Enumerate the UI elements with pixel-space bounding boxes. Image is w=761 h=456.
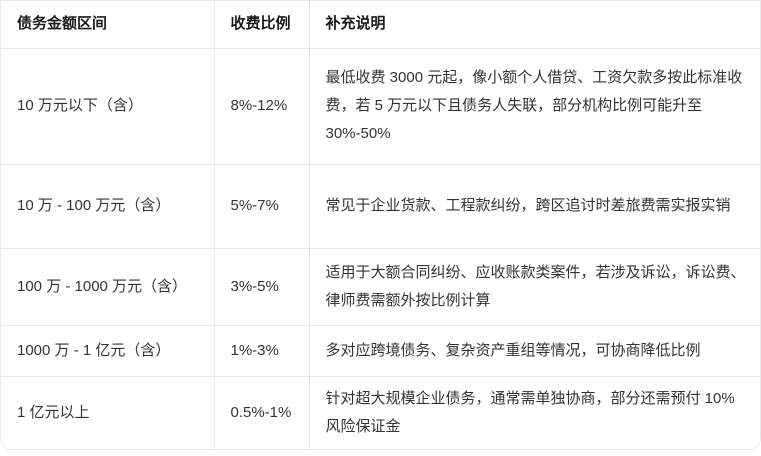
notes-cell: 多对应跨境债务、复杂资产重组等情况，可协商降低比例 [309, 325, 760, 377]
fee-rate-cell: 5%-7% [214, 164, 310, 249]
notes-cell: 针对超大规模企业债务，通常需单独协商，部分还需预付 10% 风险保证金 [309, 376, 760, 449]
debt-range-cell: 10 万 - 100 万元（含） [1, 164, 215, 249]
column-header-debt-range: 债务金额区间 [1, 1, 215, 49]
table-row: 10 万 - 100 万元（含） 5%-7% 常见于企业货款、工程款纠纷，跨区追… [1, 164, 760, 249]
fee-rate-cell: 0.5%-1% [214, 376, 310, 449]
fee-rate-cell: 8%-12% [214, 48, 310, 165]
table-row: 1 亿元以上 0.5%-1% 针对超大规模企业债务，通常需单独协商，部分还需预付… [1, 376, 760, 449]
fee-rate-cell: 1%-3% [214, 325, 310, 377]
notes-cell: 最低收费 3000 元起，像小额个人借贷、工资欠款多按此标准收费，若 5 万元以… [309, 48, 760, 165]
table-row: 100 万 - 1000 万元（含） 3%-5% 适用于大额合同纠纷、应收账款类… [1, 248, 760, 326]
notes-cell: 常见于企业货款、工程款纠纷，跨区追讨时差旅费需实报实销 [309, 164, 760, 249]
table-row: 10 万元以下（含） 8%-12% 最低收费 3000 元起，像小额个人借贷、工… [1, 48, 760, 165]
debt-range-cell: 100 万 - 1000 万元（含） [1, 248, 215, 326]
fee-rate-cell: 3%-5% [214, 248, 310, 326]
column-header-notes: 补充说明 [309, 1, 760, 49]
debt-range-cell: 10 万元以下（含） [1, 48, 215, 165]
debt-range-cell: 1 亿元以上 [1, 376, 215, 449]
notes-cell: 适用于大额合同纠纷、应收账款类案件，若涉及诉讼，诉讼费、律师费需额外按比例计算 [309, 248, 760, 326]
table-header: 债务金额区间 收费比例 补充说明 [1, 1, 760, 49]
table-body: 10 万元以下（含） 8%-12% 最低收费 3000 元起，像小额个人借贷、工… [1, 48, 760, 449]
column-header-fee-rate: 收费比例 [214, 1, 310, 49]
debt-range-cell: 1000 万 - 1 亿元（含） [1, 325, 215, 377]
header-row: 债务金额区间 收费比例 补充说明 [1, 1, 760, 49]
table-row: 1000 万 - 1 亿元（含） 1%-3% 多对应跨境债务、复杂资产重组等情况… [1, 325, 760, 377]
